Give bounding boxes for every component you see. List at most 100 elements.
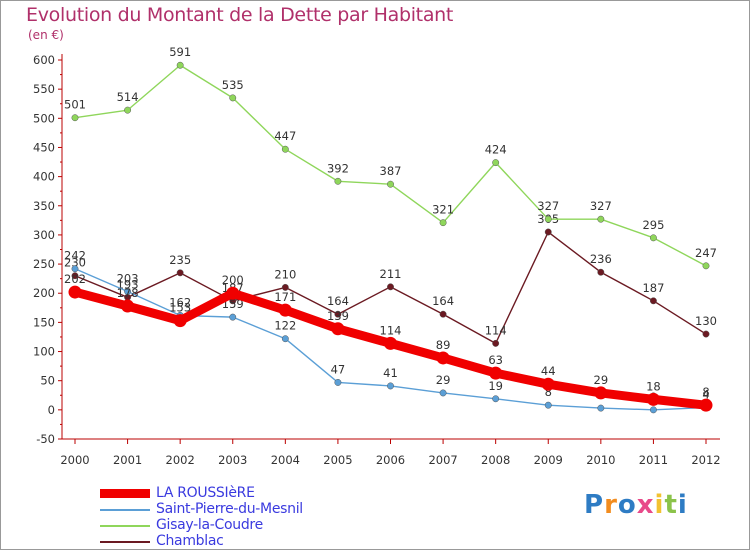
data-point	[387, 283, 394, 291]
data-point	[124, 106, 132, 114]
data-label: 8	[702, 385, 709, 399]
data-point	[439, 219, 447, 227]
brand-letter: o	[617, 490, 637, 520]
data-label: 178	[117, 286, 139, 300]
brand-letter: t	[664, 490, 678, 520]
data-label: 327	[537, 199, 559, 213]
data-point	[439, 389, 447, 397]
x-tick-label: 2006	[376, 453, 405, 467]
data-label: 114	[380, 323, 402, 337]
data-point	[68, 285, 82, 299]
data-point	[492, 159, 500, 167]
legend-label: Chamblac	[156, 533, 224, 549]
x-tick-label: 2007	[428, 453, 457, 467]
data-label: 29	[594, 373, 609, 387]
data-point	[646, 392, 660, 406]
data-label: 44	[541, 364, 556, 378]
data-point	[121, 299, 135, 313]
y-tick-label: 0	[48, 403, 55, 417]
y-tick-label: 350	[33, 199, 55, 213]
x-tick-label: 2010	[586, 453, 615, 467]
data-label: 114	[485, 323, 507, 337]
brand-letter: i	[654, 490, 665, 520]
data-point	[334, 177, 342, 185]
data-point	[71, 265, 79, 273]
data-label: 295	[642, 218, 664, 232]
x-tick-label: 2003	[218, 453, 247, 467]
data-label: 235	[169, 253, 191, 267]
x-tick-label: 2008	[481, 453, 510, 467]
data-point	[173, 314, 187, 328]
data-label: 447	[274, 129, 296, 143]
data-point	[176, 61, 184, 69]
data-label: 171	[274, 290, 296, 304]
data-label: 327	[590, 199, 612, 213]
data-label: 501	[64, 98, 86, 112]
data-label: 162	[169, 295, 191, 309]
x-tick-label: 2001	[113, 453, 142, 467]
legend-swatch	[100, 509, 150, 511]
y-tick-label: 250	[33, 257, 55, 271]
y-tick-label: 200	[33, 286, 55, 300]
data-point	[281, 335, 289, 343]
legend-label: Saint-Pierre-du-Mesnil	[156, 501, 303, 517]
data-label: 18	[646, 379, 661, 393]
data-label: 164	[327, 294, 349, 308]
data-label: 236	[590, 252, 612, 266]
data-label: 535	[222, 78, 244, 92]
brand-letter: r	[604, 490, 618, 520]
data-label: 153	[169, 301, 191, 315]
data-label: 211	[380, 267, 402, 281]
x-tick-label: 2009	[534, 453, 563, 467]
data-point	[544, 401, 552, 409]
y-tick-label: 600	[33, 53, 55, 67]
data-point	[492, 395, 500, 403]
data-label: 47	[331, 362, 346, 376]
data-point	[278, 303, 292, 317]
data-point	[649, 234, 657, 242]
unit-label: (en €)	[28, 28, 64, 42]
data-point	[699, 398, 713, 412]
x-tick-label: 2004	[271, 453, 300, 467]
brand-logo: Proxiti	[584, 490, 688, 520]
y-tick-label: 100	[33, 345, 55, 359]
data-point	[492, 339, 500, 347]
data-point	[229, 94, 237, 102]
data-point	[226, 286, 240, 300]
chart-title: Evolution du Montant de la Dette par Hab…	[26, 4, 454, 26]
data-point	[281, 283, 289, 291]
data-label: 29	[436, 373, 451, 387]
data-label: 200	[222, 273, 244, 287]
data-point	[229, 313, 237, 321]
data-label: 242	[64, 249, 86, 263]
data-label: 591	[169, 45, 191, 59]
data-label: 187	[642, 281, 664, 295]
y-tick-label: 150	[33, 315, 55, 329]
data-label: 210	[274, 267, 296, 281]
x-tick-label: 2000	[60, 453, 89, 467]
data-point	[334, 310, 342, 318]
brand-letter: i	[677, 490, 688, 520]
data-label: 321	[432, 203, 454, 217]
legend-swatch	[100, 541, 150, 543]
data-label: 164	[432, 294, 454, 308]
data-label: 63	[488, 353, 503, 367]
data-point	[649, 297, 657, 305]
data-label: 41	[383, 366, 398, 380]
data-label: 202	[64, 272, 86, 286]
data-label: 514	[117, 90, 139, 104]
data-point	[594, 386, 608, 400]
data-label: 89	[436, 338, 451, 352]
data-point	[702, 330, 710, 338]
y-tick-label: 550	[33, 82, 55, 96]
data-label: 4	[702, 388, 709, 402]
legend-label: Gisay-la-Coudre	[156, 517, 263, 533]
data-point	[334, 378, 342, 386]
data-point	[387, 382, 394, 390]
data-point	[281, 145, 289, 153]
data-point	[176, 269, 184, 277]
data-point	[544, 215, 552, 223]
data-point	[544, 228, 552, 236]
x-tick-label: 2012	[691, 453, 720, 467]
data-point	[71, 114, 79, 122]
